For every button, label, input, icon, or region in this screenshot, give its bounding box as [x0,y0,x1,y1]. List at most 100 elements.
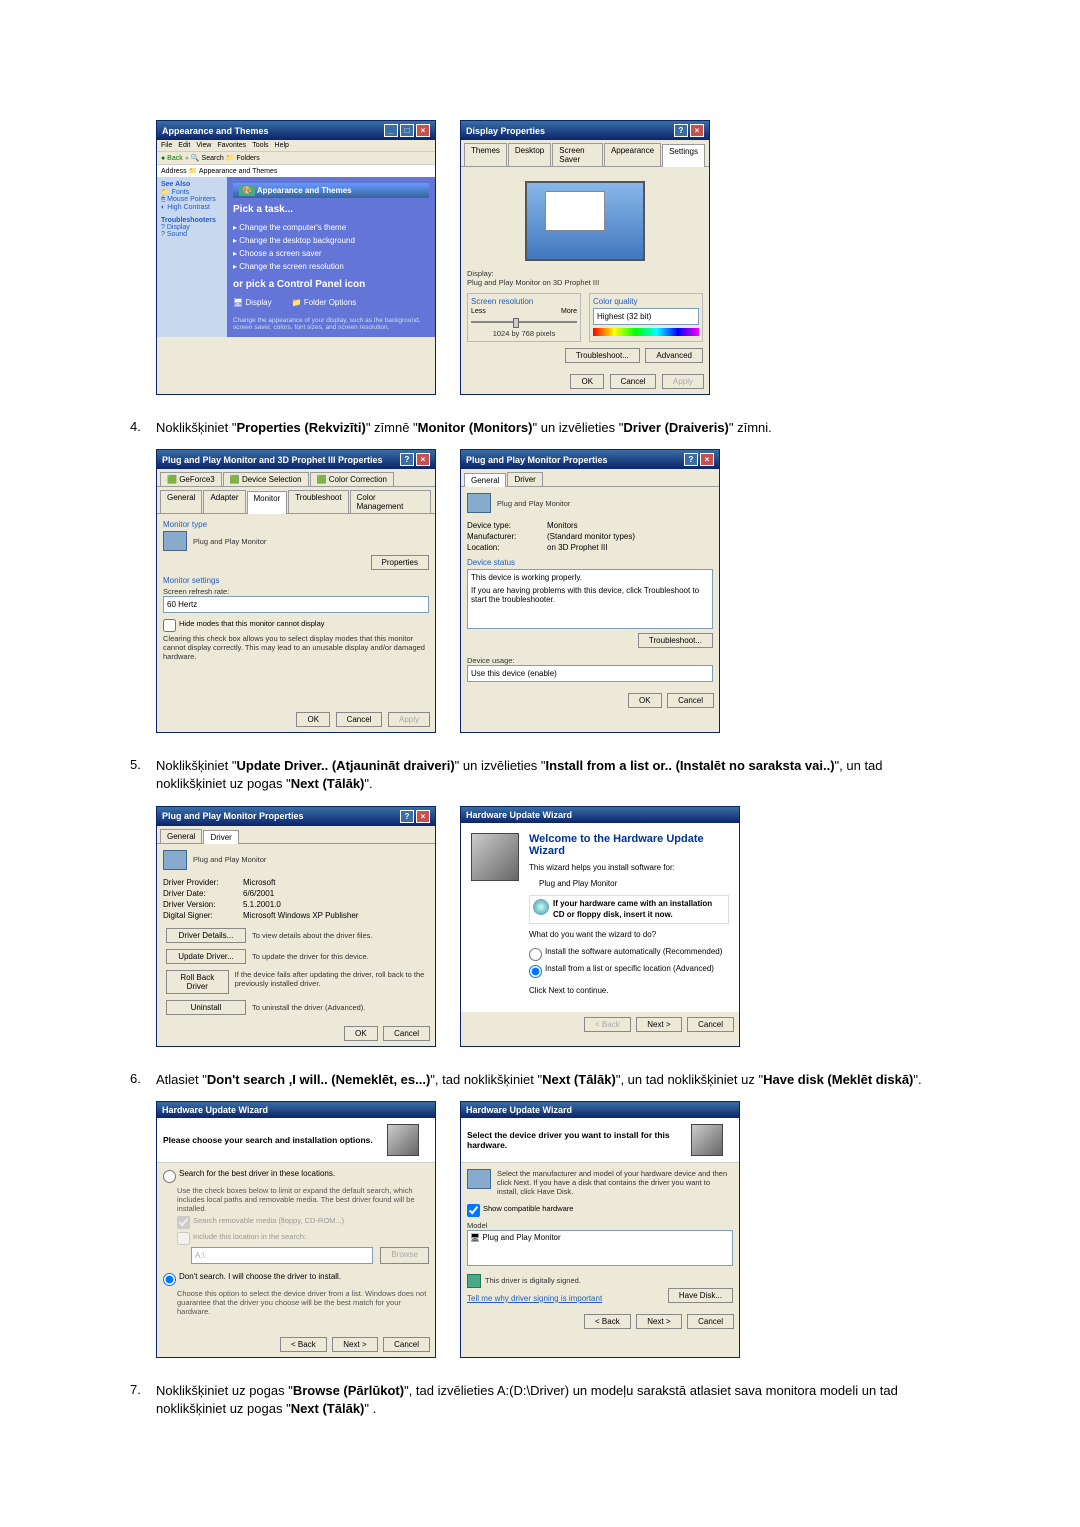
next-button[interactable]: Next > [636,1017,681,1032]
opt-list-radio[interactable] [529,965,542,978]
tab-driver[interactable]: Driver [203,830,238,844]
tab-adapter[interactable]: Adapter [203,490,245,513]
location-label: Location: [467,543,547,552]
folders-button[interactable]: 📁 Folders [226,155,260,162]
cancel-button[interactable]: Cancel [383,1026,430,1041]
rollback-button[interactable]: Roll Back Driver [166,970,229,994]
tab-color-correction[interactable]: 🟩 Color Correction [310,472,394,486]
close-icon[interactable]: × [416,810,430,823]
menu-item[interactable]: Edit [178,142,190,149]
uninstall-button[interactable]: Uninstall [166,1000,246,1015]
tab-device-selection[interactable]: 🟩 Device Selection [223,472,309,486]
help-icon[interactable]: ? [674,124,688,137]
ok-button[interactable]: OK [628,693,662,708]
driver-details-button[interactable]: Driver Details... [166,928,246,943]
cancel-button[interactable]: Cancel [667,693,714,708]
cp-icon-folder-options[interactable]: 📁 Folder Options [292,296,357,309]
tab-general[interactable]: General [464,473,506,487]
search-button[interactable]: 🔍 Search [191,155,226,162]
back-button[interactable]: ● Back [161,155,183,162]
search-best-radio[interactable] [163,1170,176,1183]
next-button[interactable]: Next > [332,1337,377,1352]
help-icon[interactable]: ? [400,453,414,466]
device-type-value: Monitors [547,521,578,530]
cancel-button[interactable]: Cancel [383,1337,430,1352]
close-icon[interactable]: × [416,453,430,466]
resolution-slider[interactable] [471,321,577,323]
rollback-desc: If the device fails after updating the d… [235,970,429,988]
tab-troubleshoot[interactable]: Troubleshoot [288,490,348,513]
titlebar: Hardware Update Wizard [461,1102,739,1118]
tab-desktop[interactable]: Desktop [508,143,551,166]
ok-button[interactable]: OK [570,374,604,389]
next-button[interactable]: Next > [636,1314,681,1329]
close-icon[interactable]: × [690,124,704,137]
dont-search-radio[interactable] [163,1273,176,1286]
menu-item[interactable]: Help [275,142,289,149]
tab-settings[interactable]: Settings [662,144,705,167]
menu-item[interactable]: View [196,142,211,149]
properties-button[interactable]: Properties [371,555,429,570]
help-icon[interactable]: ? [684,453,698,466]
troubleshoot-button[interactable]: Troubleshoot... [638,633,713,648]
sidebar-item[interactable]: ◐ High Contrast [161,204,223,211]
dont-search-label: Don't search. I will choose the driver t… [179,1272,341,1281]
refresh-select[interactable]: 60 Hertz [163,596,429,613]
task-link[interactable]: ▸ Change the screen resolution [233,260,429,273]
troubleshoot-button[interactable]: Troubleshoot... [565,348,640,363]
compat-checkbox[interactable] [467,1204,480,1217]
model-list[interactable]: 🖥 Plug and Play Monitor [467,1230,733,1266]
cancel-button[interactable]: Cancel [610,374,657,389]
tab-general[interactable]: General [160,829,202,843]
minimize-icon[interactable]: _ [384,124,398,137]
opt-auto-label: Install the software automatically (Reco… [545,947,722,956]
address-bar[interactable]: Address 📁 Appearance and Themes [157,164,435,177]
ok-button[interactable]: OK [296,712,330,727]
task-link[interactable]: ▸ Change the computer's theme [233,221,429,234]
cancel-button[interactable]: Cancel [687,1017,734,1032]
menu-item[interactable]: Favorites [217,142,246,149]
cp-icon-display[interactable]: 🖥 Display [233,296,272,309]
sidebar-item[interactable]: ? Display [161,224,223,231]
update-driver-button[interactable]: Update Driver... [166,949,246,964]
maximize-icon[interactable]: □ [400,124,414,137]
cancel-button[interactable]: Cancel [687,1314,734,1329]
opt-auto-radio[interactable] [529,948,542,961]
back-button[interactable]: < Back [584,1314,631,1329]
cancel-button[interactable]: Cancel [336,712,383,727]
tab-color-mgmt[interactable]: Color Management [350,490,431,513]
ok-button[interactable]: OK [344,1026,378,1041]
sidebar-item[interactable]: 🖱 Mouse Pointers [161,196,223,204]
tab-themes[interactable]: Themes [464,143,507,166]
tab-driver[interactable]: Driver [507,472,542,486]
usage-select[interactable]: Use this device (enable) [467,665,713,682]
close-icon[interactable]: × [416,124,430,137]
window-title: Hardware Update Wizard [466,810,572,820]
tab-screensaver[interactable]: Screen Saver [552,143,603,166]
titlebar: Plug and Play Monitor and 3D Prophet III… [157,450,435,469]
tab-appearance[interactable]: Appearance [604,143,661,166]
apply-button[interactable]: Apply [388,712,430,727]
usage-label: Device usage: [467,656,713,665]
task-link[interactable]: ▸ Choose a screen saver [233,247,429,260]
sidebar-item[interactable]: 📁 Fonts [161,188,223,196]
have-disk-button[interactable]: Have Disk... [668,1288,733,1303]
sidebar-item[interactable]: ? Sound [161,231,223,238]
model-item[interactable]: 🖥 Plug and Play Monitor [470,1233,730,1242]
menu-item[interactable]: Tools [252,142,268,149]
why-signing-link[interactable]: Tell me why driver signing is important [467,1294,602,1303]
back-button[interactable]: < Back [584,1017,631,1032]
color-select[interactable]: Highest (32 bit) [593,308,699,325]
help-icon[interactable]: ? [400,810,414,823]
advanced-button[interactable]: Advanced [645,348,703,363]
back-button[interactable]: < Back [280,1337,327,1352]
apply-button[interactable]: Apply [662,374,704,389]
task-link[interactable]: ▸ Change the desktop background [233,234,429,247]
tab-general[interactable]: General [160,490,202,513]
less-label: Less [471,308,486,315]
tab-geforce[interactable]: 🟩 GeForce3 [160,472,222,486]
tab-monitor[interactable]: Monitor [247,491,288,514]
menu-item[interactable]: File [161,142,172,149]
close-icon[interactable]: × [700,453,714,466]
hide-modes-checkbox[interactable] [163,619,176,632]
